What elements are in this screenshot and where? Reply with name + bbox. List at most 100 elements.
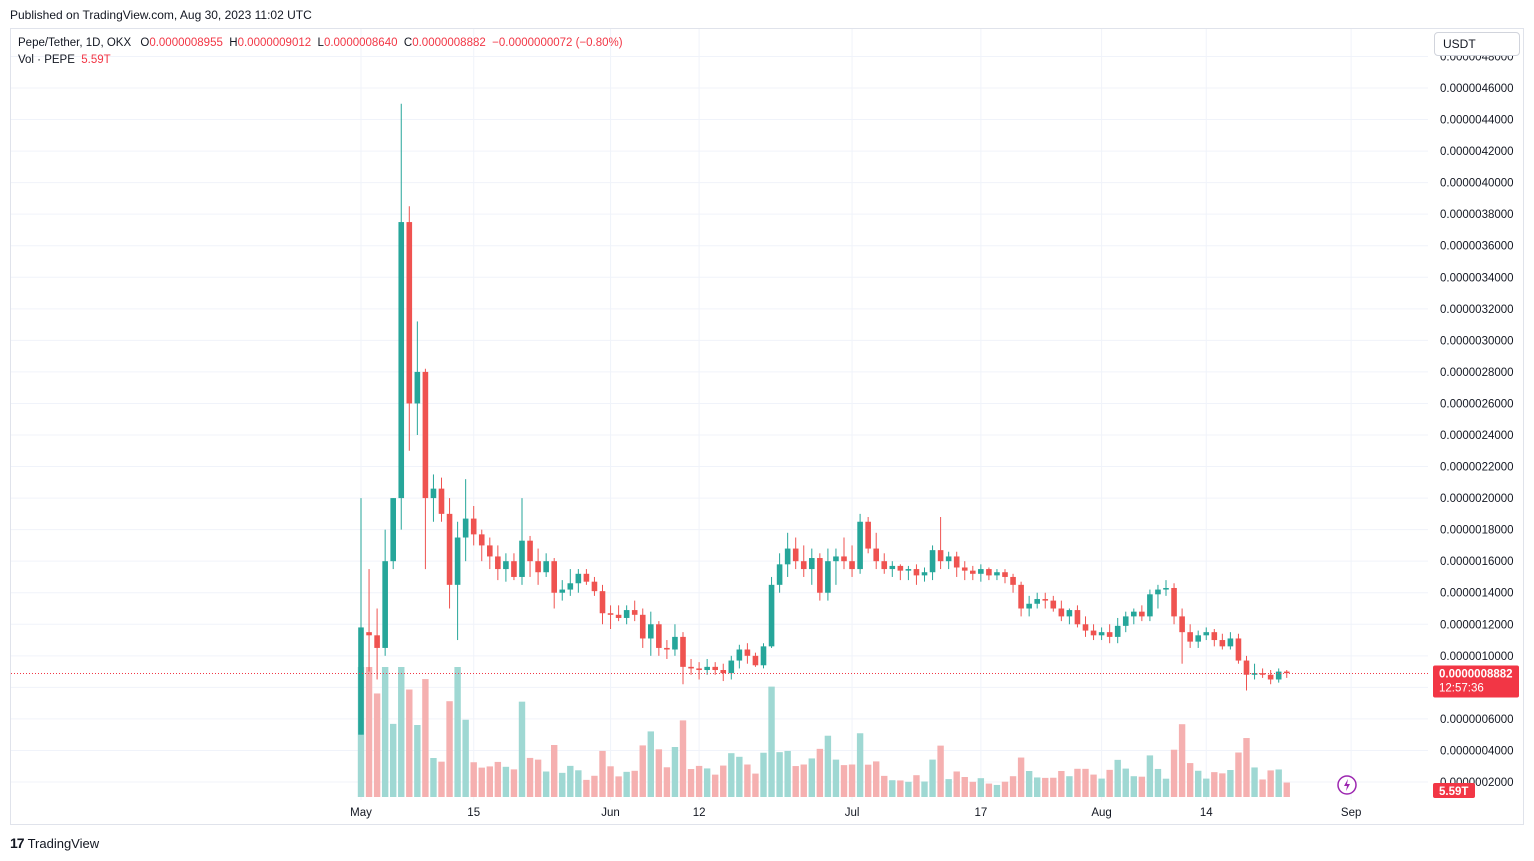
volume-bar — [631, 770, 638, 797]
volume-bar — [953, 771, 960, 797]
candle-body — [1098, 632, 1105, 636]
volume-bar — [703, 768, 711, 797]
volume-bar — [1267, 770, 1274, 797]
candle-body — [970, 570, 976, 574]
x-tick-label: Jul — [845, 807, 860, 819]
volume-bar — [1203, 778, 1210, 797]
volume-bar — [655, 749, 663, 797]
candle-body — [1066, 610, 1073, 617]
candle-body — [704, 666, 710, 671]
candle-body — [567, 583, 574, 590]
y-tick-label: 0.0000036000 — [1440, 241, 1514, 253]
candle-body — [615, 614, 622, 618]
price-axis: 0.00000020000.00000040000.00000060000.00… — [1440, 51, 1514, 789]
volume-bar — [1122, 768, 1129, 797]
price-tag-value: 0.0000008882 — [1439, 668, 1513, 680]
candle-body — [712, 666, 718, 671]
y-tick-label: 0.0000030000 — [1440, 335, 1514, 347]
volume-bar — [848, 764, 856, 797]
volume-bar — [534, 759, 542, 797]
volume-bar — [881, 775, 888, 797]
y-tick-label: 0.0000004000 — [1440, 745, 1514, 757]
volume-bar — [414, 725, 421, 797]
volume-bar — [840, 765, 848, 797]
candle-body — [1114, 625, 1121, 637]
volume-bar — [1227, 770, 1234, 797]
volume-bar — [526, 757, 534, 797]
candle-body — [495, 556, 501, 570]
volume-bar — [993, 784, 1001, 797]
volume-bar — [591, 775, 598, 797]
candle-body — [470, 518, 477, 535]
volume-bar — [1186, 763, 1194, 797]
volume-bar — [969, 781, 976, 797]
y-tick-label: 0.0000026000 — [1440, 398, 1514, 410]
volume-bar — [1034, 777, 1041, 797]
volume-bar — [454, 667, 461, 797]
candle-body — [487, 545, 493, 557]
volume-bar — [1251, 767, 1258, 797]
candle-body — [889, 565, 896, 570]
volume-bar — [728, 753, 735, 797]
candle-body — [744, 649, 751, 656]
candle-body — [873, 548, 879, 562]
y-tick-label: 0.0000022000 — [1440, 462, 1514, 474]
published-note: Published on TradingView.com, Aug 30, 20… — [10, 8, 312, 22]
candle-body — [583, 573, 590, 582]
volume-bar — [937, 745, 944, 797]
volume-bar — [1082, 768, 1089, 797]
candle-body — [599, 591, 606, 614]
candle-body — [1227, 638, 1234, 647]
volume-bar — [776, 752, 783, 797]
y-tick-label: 0.0000038000 — [1440, 209, 1514, 221]
volume-bar — [905, 781, 912, 797]
volume-bar — [1211, 772, 1218, 797]
volume-bar — [784, 750, 791, 797]
candle-body — [1195, 635, 1201, 642]
volume-bar — [1130, 776, 1137, 797]
volume-bar — [583, 779, 590, 797]
volume-bar — [832, 759, 840, 797]
candle-body — [986, 569, 992, 576]
volume-bar — [1243, 738, 1250, 797]
tradingview-logo[interactable]: 17 TradingView — [10, 835, 99, 851]
candle-body — [897, 565, 904, 571]
currency-selector[interactable]: USDT — [1434, 32, 1520, 56]
grid-lines — [11, 29, 1428, 800]
candle-body — [929, 550, 936, 573]
close-value: 0.0000008882 — [412, 37, 486, 49]
candle-body — [905, 569, 912, 571]
candle-body — [551, 561, 557, 593]
candle-body — [607, 613, 614, 615]
volume-bar — [752, 773, 759, 797]
candle-body — [1147, 594, 1153, 617]
candle-body — [833, 556, 839, 562]
volume-bar — [792, 766, 799, 797]
candle-body — [462, 518, 469, 538]
volume-bars — [357, 667, 1290, 797]
candle-body — [358, 627, 364, 735]
volume-bar — [1170, 749, 1178, 797]
x-tick-label: 15 — [467, 807, 480, 819]
lightning-icon[interactable] — [1337, 775, 1357, 795]
volume-bar — [1042, 777, 1049, 797]
volume-bar — [961, 777, 968, 797]
volume-bar — [687, 769, 695, 797]
tradingview-logo-icon: 17 — [10, 835, 25, 851]
volume-label[interactable]: Vol · PEPE — [18, 54, 75, 66]
volume-bar — [518, 701, 526, 797]
volume-bar — [438, 761, 445, 797]
candle-body — [937, 550, 944, 562]
candle-body — [1131, 611, 1137, 617]
candle-body — [478, 534, 485, 546]
candle-body — [543, 561, 549, 573]
symbol-label[interactable]: Pepe/Tether, 1D, OKX — [18, 37, 132, 49]
candle-body — [591, 581, 598, 592]
volume-bar — [800, 764, 807, 797]
volume-bar — [430, 758, 437, 797]
high-value: 0.0000009012 — [237, 37, 312, 49]
volume-bar — [1259, 779, 1266, 797]
candle-body — [1155, 589, 1161, 595]
candle-body — [1082, 624, 1089, 631]
